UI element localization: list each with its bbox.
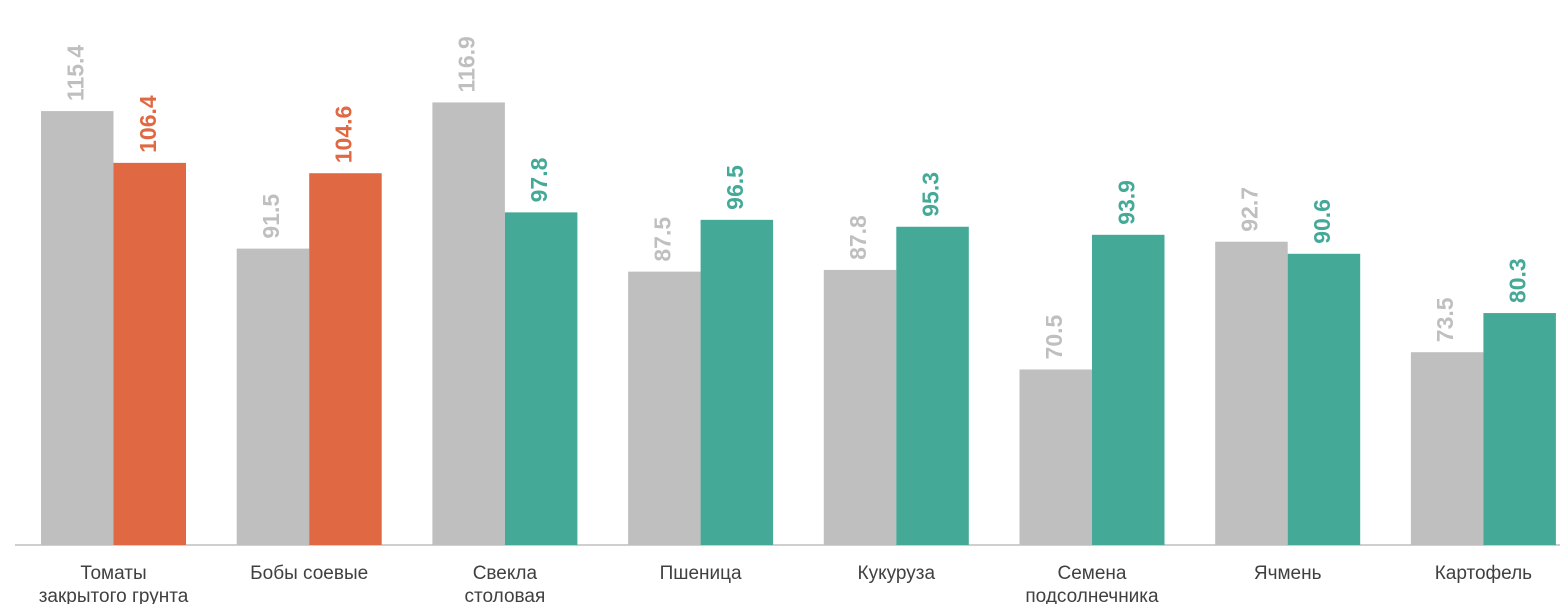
value-label: 90.6 [1309, 199, 1335, 244]
bar [309, 173, 382, 545]
bar [1410, 352, 1484, 545]
value-label: 106.4 [135, 95, 161, 153]
value-label: 96.5 [722, 165, 748, 210]
bar [1019, 369, 1092, 545]
x-tick-label: Пшеница [659, 563, 742, 584]
bar [432, 102, 505, 546]
value-label: 73.5 [1432, 297, 1458, 342]
bar [504, 212, 578, 545]
value-label: 80.3 [1505, 258, 1531, 303]
bar [700, 219, 774, 545]
value-label: 104.6 [331, 106, 357, 164]
x-tick-label: Бобы соевые [250, 563, 369, 584]
value-label: 115.4 [62, 45, 88, 101]
bar [628, 271, 701, 545]
x-tick-label: Семена подсолнечника [1025, 563, 1159, 604]
x-tick-label: Томаты закрытого грунта [38, 563, 189, 604]
value-label: 87.8 [845, 215, 871, 260]
bar [1092, 234, 1165, 546]
bar [896, 226, 969, 545]
value-label: 92.7 [1237, 187, 1263, 232]
bar [41, 111, 114, 545]
x-tick-label: Свекла столовая [464, 563, 546, 604]
bar [1483, 313, 1556, 545]
bar [823, 269, 897, 545]
value-label: 91.5 [258, 194, 284, 239]
x-tick-label: Ячмень [1253, 563, 1322, 584]
value-label: 97.8 [526, 157, 552, 202]
bar [113, 162, 186, 545]
bar [236, 248, 310, 545]
value-label: 70.5 [1041, 314, 1067, 359]
x-tick-label: Кукуруза [857, 563, 936, 584]
value-label: 87.5 [649, 217, 675, 262]
x-tick-label: Картофель [1434, 563, 1533, 584]
value-label: 95.3 [918, 172, 944, 217]
value-label: 93.9 [1113, 180, 1139, 225]
bar [1215, 241, 1288, 545]
value-label: 116.9 [454, 36, 480, 92]
bar [1287, 253, 1361, 545]
